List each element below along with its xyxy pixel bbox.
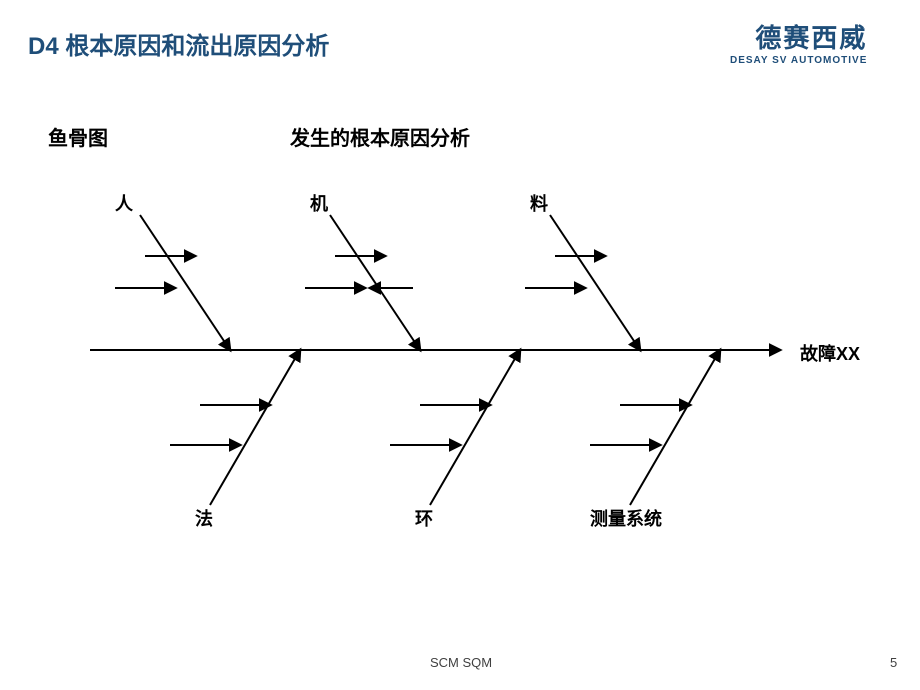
bone-bottom-0: 法: [195, 505, 213, 531]
fishbone-diagram: [0, 0, 920, 690]
footer-center: SCM SQM: [430, 655, 492, 670]
bone-top-1: 机: [310, 190, 328, 216]
bone-bottom-2: 测量系统: [590, 505, 662, 531]
bone-top-0: 人: [115, 190, 133, 216]
bone-bottom-1: 环: [415, 505, 433, 531]
head-label: 故障XX: [800, 340, 860, 366]
page-number: 5: [890, 655, 897, 670]
bone-top-2: 料: [530, 190, 548, 216]
slide: D4 根本原因和流出原因分析 德赛西威 DESAY SV AUTOMOTIVE …: [0, 0, 920, 690]
